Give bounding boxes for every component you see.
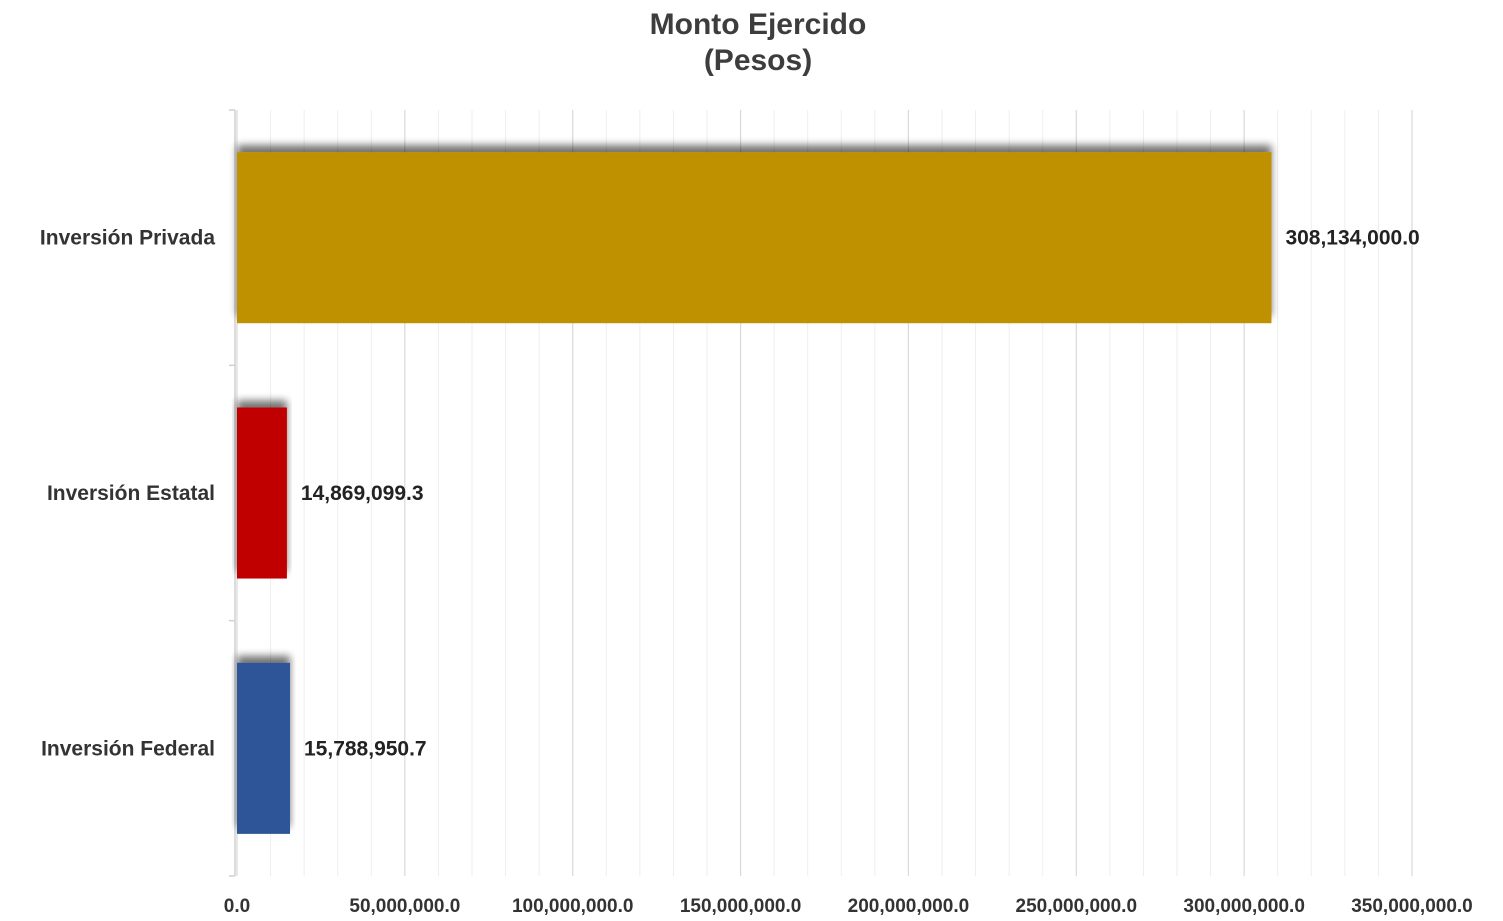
category-axis (229, 109, 236, 877)
chart-title-line-2: (Pesos) (704, 44, 812, 77)
category-label: Inversión Estatal (47, 482, 215, 505)
category-label: Inversión Privada (40, 227, 215, 250)
x-tick-label: 0.0 (224, 896, 250, 917)
data-label: 14,869,099.3 (301, 482, 424, 505)
x-tick-label: 200,000,000.0 (848, 896, 970, 917)
x-tick-label: 300,000,000.0 (1183, 896, 1305, 917)
bars (237, 152, 1272, 834)
x-tick-label: 250,000,000.0 (1016, 896, 1138, 917)
labels: 0.0 50,000,000.0 100,000,000.0 150,000,000.… (40, 227, 1473, 917)
data-label: 15,788,950.7 (304, 737, 427, 760)
x-tick-label: 150,000,000.0 (680, 896, 802, 917)
x-tick-label: 100,000,000.0 (512, 896, 634, 917)
chart-title-line-1: Monto Ejercido (650, 8, 867, 41)
x-tick-label: 50,000,000.0 (349, 896, 460, 917)
bar-inversi-n-federal (237, 662, 291, 834)
bar-inversi-n-privada (237, 152, 1272, 324)
data-label: 308,134,000.0 (1285, 227, 1419, 250)
bar-inversi-n-estatal (237, 407, 287, 579)
x-tick-label: 350,000,000.0 (1351, 896, 1473, 917)
category-label: Inversión Federal (41, 737, 215, 760)
